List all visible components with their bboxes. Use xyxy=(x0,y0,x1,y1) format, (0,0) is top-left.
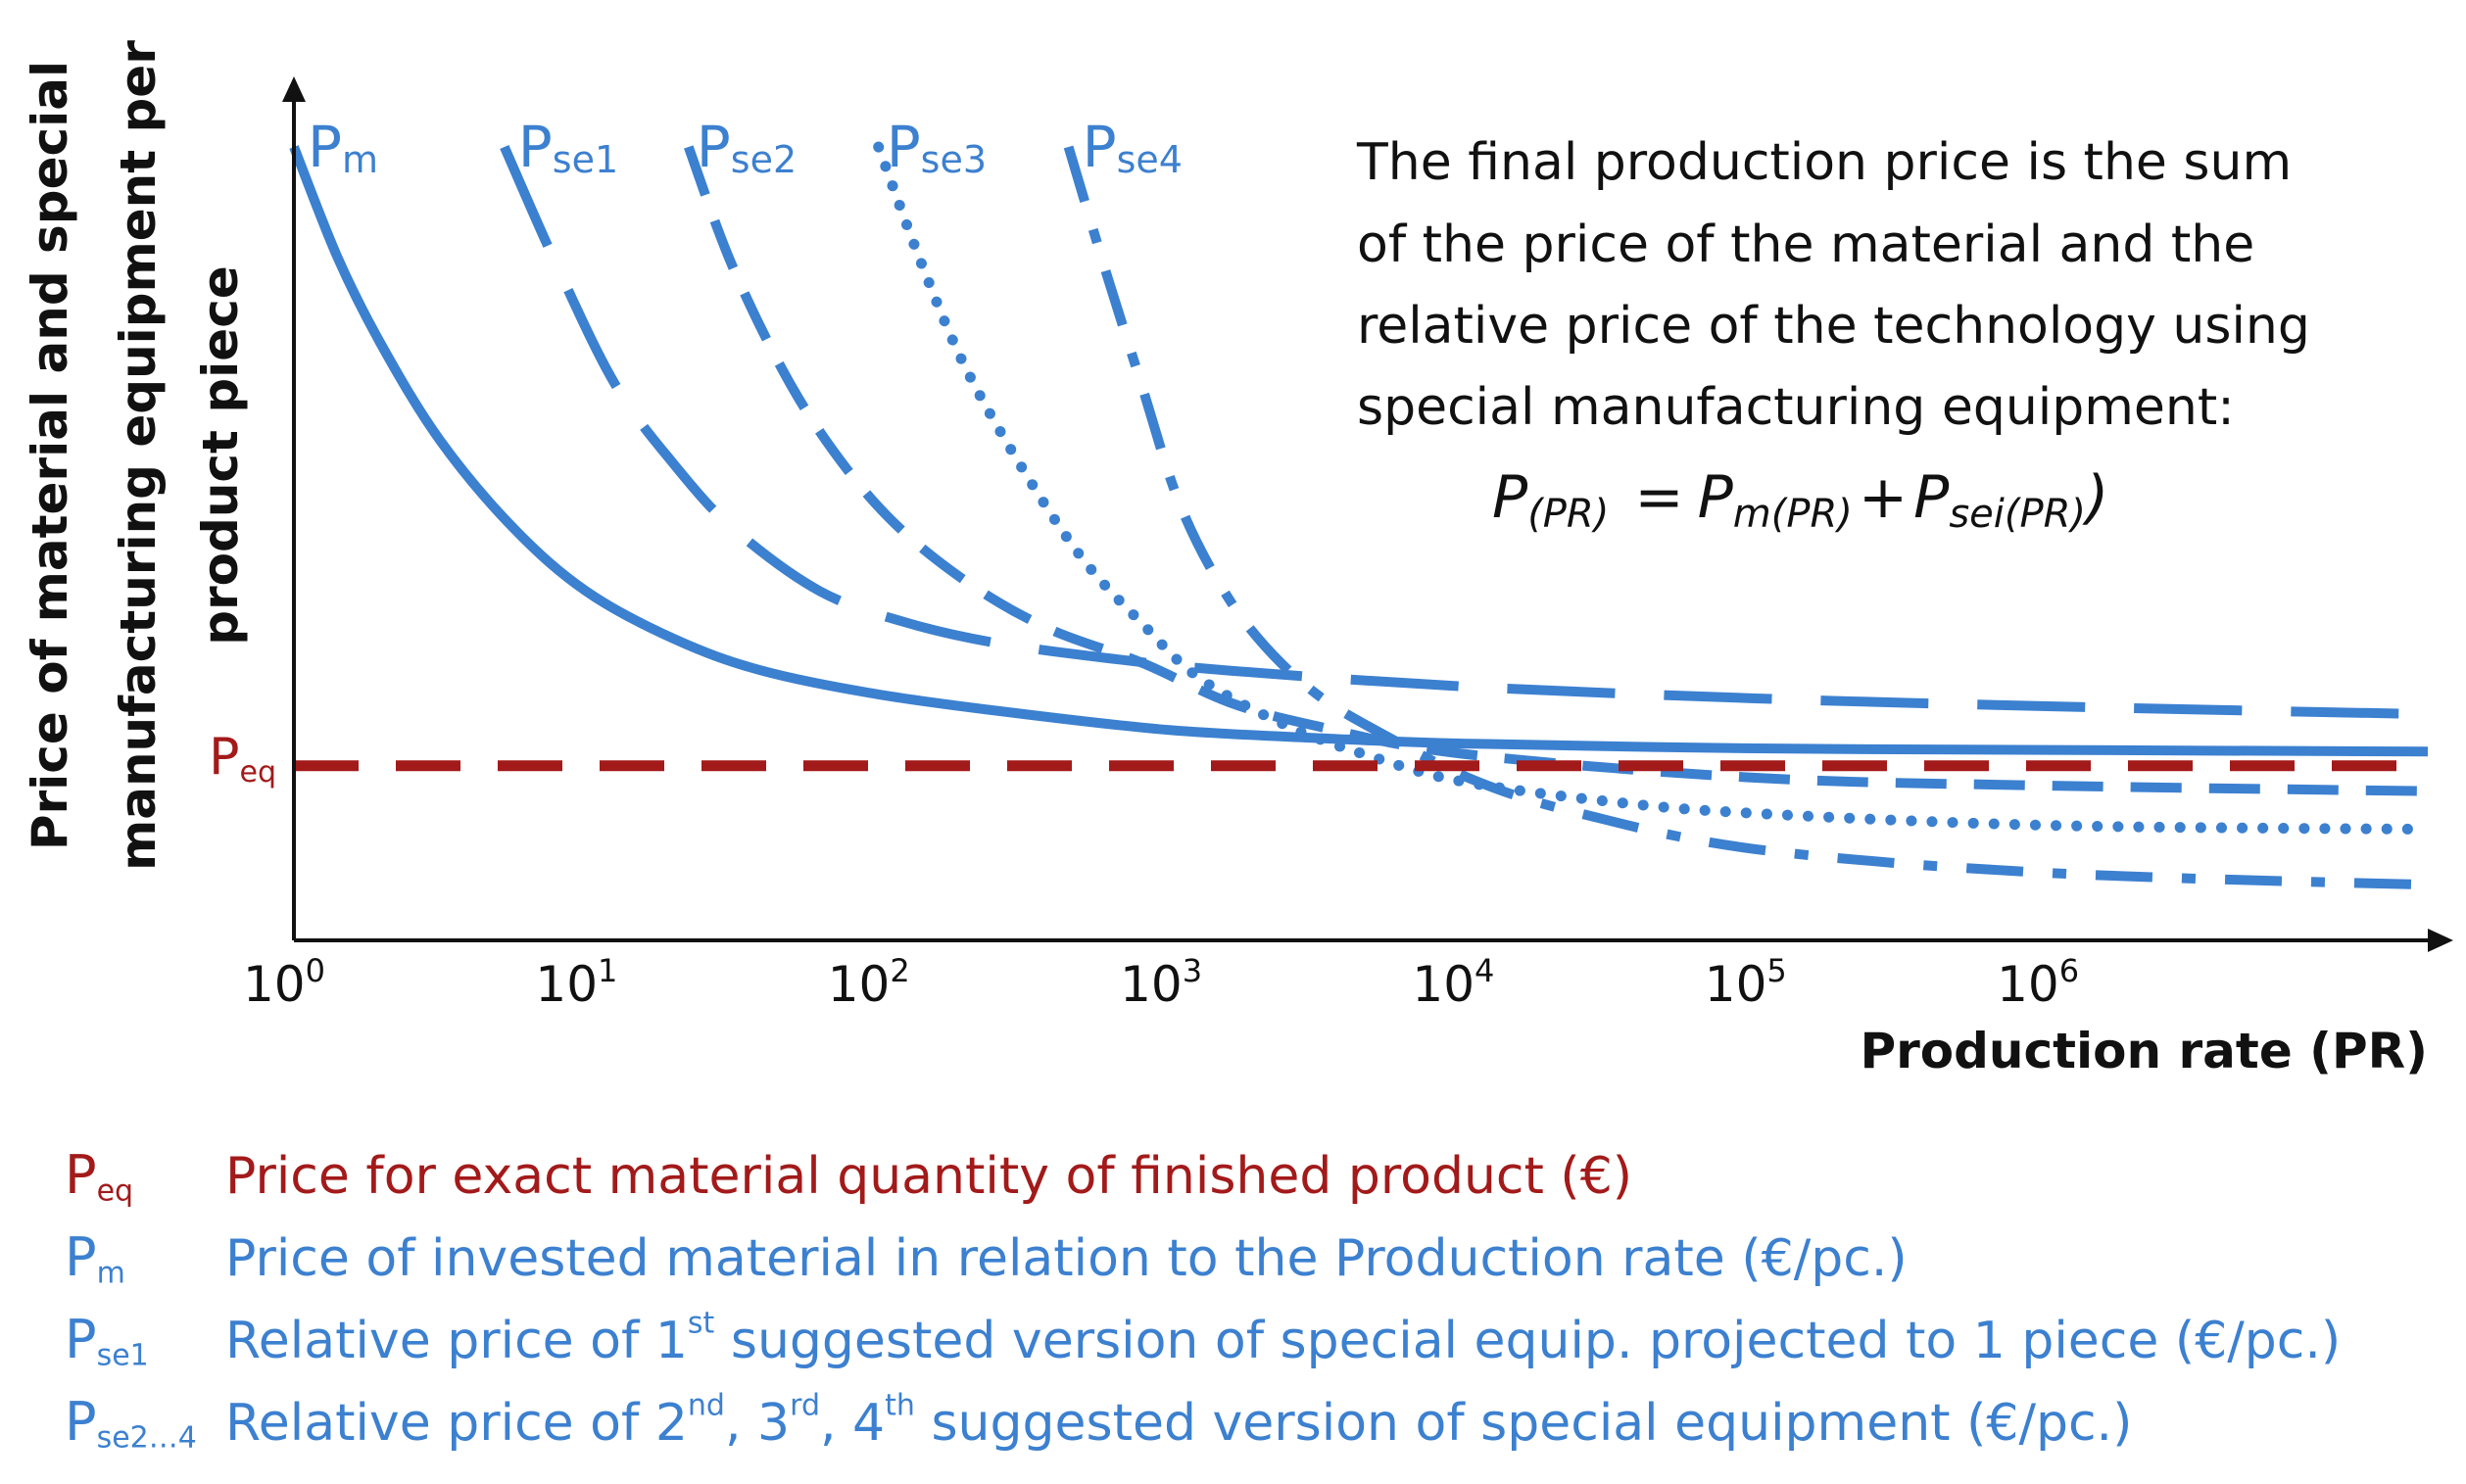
x-tick-label: 100 xyxy=(243,952,325,1013)
legend-text-pse2-4: Relative price of 2nd, 3rd, 4th suggeste… xyxy=(225,1388,2133,1453)
legend-text-peq: Price for exact material quantity of fin… xyxy=(225,1147,1633,1206)
y-axis-label: Price of material and special manufactur… xyxy=(22,40,249,871)
series-line-pse1 xyxy=(500,144,2429,720)
series-line-pse2 xyxy=(684,145,2429,796)
legend-row-peq: Peq Price for exact material quantity of… xyxy=(65,1144,1632,1226)
annotation-line-2: of the price of the material and the xyxy=(1357,215,2254,274)
series-label-pm: Pm xyxy=(308,114,378,181)
legend-row-pm: Pm Price of invested material in relatio… xyxy=(65,1226,1908,1309)
x-tick-label: 102 xyxy=(828,952,910,1013)
peq-axis-label: Peq xyxy=(209,728,276,790)
y-axis-label-line3: product piece xyxy=(192,265,249,646)
legend-symbol-pse2-4: Pse2…4 xyxy=(65,1391,197,1456)
y-axis-label-line2: manufacturing equipment per xyxy=(110,40,167,871)
legend-symbol-peq: Peq xyxy=(65,1144,134,1209)
peq-axis-label-sub: eq xyxy=(240,755,277,790)
series-label-pse3: Pse3 xyxy=(887,114,987,181)
y-axis-label-line1: Price of material and special xyxy=(22,61,78,850)
x-tick-label: 104 xyxy=(1412,952,1494,1013)
series-line-pm xyxy=(289,145,2429,757)
axes xyxy=(292,90,2438,942)
x-tick-label: 103 xyxy=(1120,952,1202,1013)
x-tick-label: 101 xyxy=(535,952,617,1013)
x-tick-label: 105 xyxy=(1705,952,1787,1013)
y-axis-arrowhead xyxy=(282,76,306,102)
series-label-pse2: Pse2 xyxy=(697,114,797,181)
x-axis-label: Production rate (PR) xyxy=(1860,1023,2428,1079)
series-line-pse4 xyxy=(1063,145,2429,890)
x-tick-labels: 100 101 102 103 104 105 106 xyxy=(243,952,2079,1013)
series-layer xyxy=(289,141,2434,890)
annotation-line-1: The final production price is the sum xyxy=(1356,133,2292,192)
annotation-formula: P(PR) = Pm(PR) + Psei(PR)) xyxy=(1492,463,2108,537)
x-tick-label: 106 xyxy=(1997,952,2079,1013)
annotation-line-3: relative price of the technology using xyxy=(1357,297,2310,356)
legend-text-pm: Price of invested material in relation t… xyxy=(225,1229,1908,1288)
series-label-pse4: Pse4 xyxy=(1083,114,1183,181)
series-label-pse1: Pse1 xyxy=(518,114,618,181)
legend-row-pse2-4: Pse2…4 Relative price of 2nd, 3rd, 4th s… xyxy=(65,1391,2132,1473)
annotation: The final production price is the sum of… xyxy=(1356,133,2310,537)
legend-row-pse1: Pse1 Relative price of 1st suggested ver… xyxy=(65,1309,2341,1391)
legend-symbol-pm: Pm xyxy=(65,1226,125,1291)
x-axis-arrowhead xyxy=(2428,929,2453,952)
series-line-pse3 xyxy=(873,141,2434,836)
annotation-line-4: special manufacturing equipment: xyxy=(1357,378,2235,437)
legend-text-pse1: Relative price of 1st suggested version … xyxy=(225,1306,2342,1370)
series-labels: Pm Pse1 Pse2 Pse3 Pse4 xyxy=(308,114,1183,181)
peq-axis-label-base: P xyxy=(209,728,239,787)
legend-symbol-pse1: Pse1 xyxy=(65,1309,149,1373)
